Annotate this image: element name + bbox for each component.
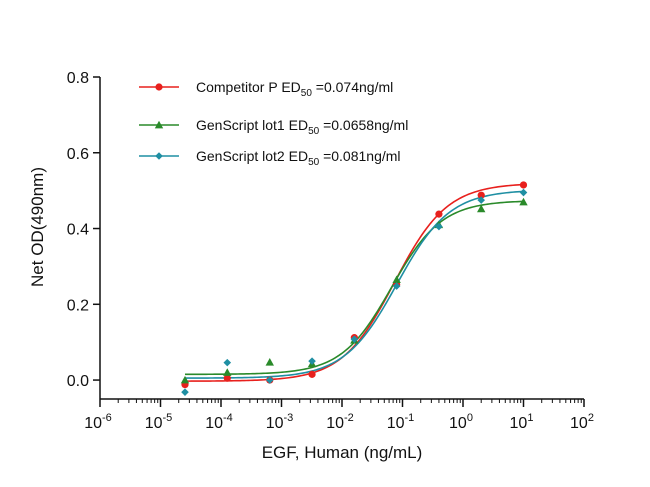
legend-label: Competitor P ED50 =0.074ng/ml bbox=[196, 79, 393, 99]
data-point-series-3 bbox=[477, 196, 486, 204]
legend-item: GenScript lot1 ED50 =0.0658ng/ml bbox=[139, 117, 408, 137]
data-point-series-3 bbox=[181, 388, 189, 396]
data-point-series-3 bbox=[435, 222, 443, 231]
data-points bbox=[180, 181, 528, 396]
data-point-series-2 bbox=[519, 197, 528, 206]
data-point-series-2 bbox=[392, 275, 401, 284]
y-tick-label: 0.2 bbox=[67, 297, 89, 314]
data-point-series-2 bbox=[223, 368, 232, 376]
data-point-series-1 bbox=[308, 370, 316, 378]
x-tick-label: 10-6 bbox=[84, 412, 112, 432]
x-tick-label: 10-3 bbox=[266, 412, 294, 432]
legend-marker bbox=[155, 152, 163, 160]
legend-label: GenScript lot2 ED50 =0.081ng/ml bbox=[196, 148, 401, 168]
legend-marker bbox=[155, 83, 163, 91]
data-point-series-3 bbox=[392, 282, 401, 290]
x-tick-label: 100 bbox=[449, 412, 473, 432]
data-point-series-1 bbox=[477, 191, 485, 199]
fit-curve-1 bbox=[184, 183, 524, 382]
fit-curves bbox=[184, 183, 524, 382]
x-tick-label: 10-4 bbox=[205, 412, 233, 432]
x-axis-label: EGF, Human (ng/mL) bbox=[262, 443, 423, 462]
data-point-series-1 bbox=[223, 374, 231, 382]
data-point-series-2 bbox=[265, 358, 274, 366]
y-tick-label: 0.8 bbox=[67, 70, 89, 87]
x-tick-label: 101 bbox=[510, 412, 534, 432]
legend-label: GenScript lot1 ED50 =0.0658ng/ml bbox=[196, 117, 408, 137]
data-point-series-2 bbox=[180, 375, 190, 384]
legend-item: GenScript lot2 ED50 =0.081ng/ml bbox=[139, 148, 401, 168]
data-point-series-3 bbox=[308, 357, 316, 365]
fit-curve-2 bbox=[184, 200, 524, 376]
legend-item: Competitor P ED50 =0.074ng/ml bbox=[139, 79, 393, 99]
y-axis-label: Net OD(490nm) bbox=[28, 167, 47, 287]
y-tick-label: 0.0 bbox=[67, 373, 89, 390]
y-tick-label: 0.6 bbox=[67, 146, 89, 163]
data-point-series-3 bbox=[350, 335, 359, 343]
data-point-series-1 bbox=[435, 210, 443, 218]
x-tick-label: 10-1 bbox=[387, 412, 415, 432]
legend: Competitor P ED50 =0.074ng/ml GenScript l… bbox=[139, 79, 408, 168]
x-tick-label: 102 bbox=[570, 412, 594, 432]
legend-marker bbox=[154, 120, 164, 129]
data-point-series-1 bbox=[519, 181, 528, 189]
axes: 0.0 0.2 0.4 0.6 0.8 10-6 10-5 10-4 10-3 10-2 10-1 1… bbox=[67, 70, 594, 432]
y-tick-label: 0.4 bbox=[67, 222, 89, 239]
data-point-series-3 bbox=[265, 376, 274, 384]
data-point-series-2 bbox=[477, 204, 486, 213]
data-point-series-3 bbox=[223, 358, 232, 367]
x-tick-label: 10-5 bbox=[145, 412, 173, 432]
x-tick-label: 10-2 bbox=[326, 412, 354, 432]
fit-curve-3 bbox=[184, 190, 524, 379]
data-point-series-3 bbox=[519, 188, 528, 197]
